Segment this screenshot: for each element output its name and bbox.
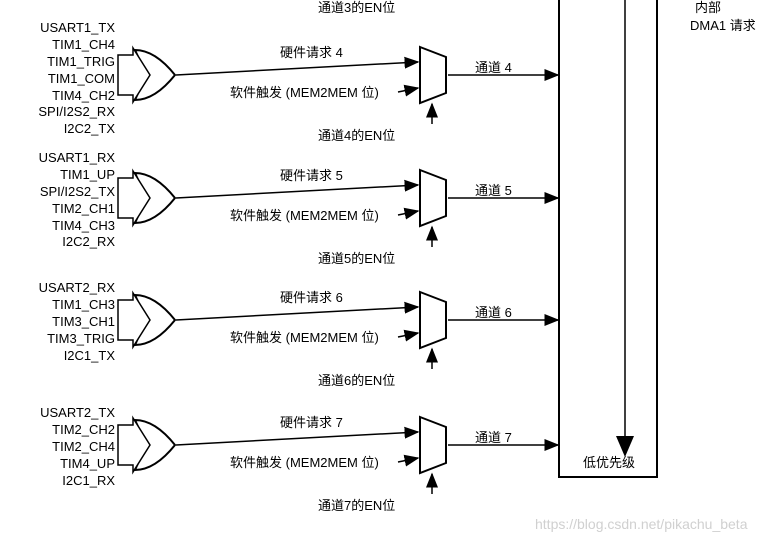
src-item: TIM2_CH1 — [0, 201, 115, 218]
src-item: TIM1_UP — [0, 167, 115, 184]
src-item: I2C1_TX — [0, 348, 115, 365]
or-gate-ch4 — [130, 45, 190, 105]
src-item: TIM4_CH2 — [0, 88, 115, 105]
src-item: SPI/I2S2_TX — [0, 184, 115, 201]
priority-box — [558, 0, 658, 478]
hw-req-ch5: 硬件请求 5 — [280, 168, 343, 185]
en-ch4: 通道4的EN位 — [318, 128, 395, 145]
src-item: USART2_TX — [0, 405, 115, 422]
src-item: SPI/I2S2_RX — [0, 104, 115, 121]
src-item: TIM1_CH3 — [0, 297, 115, 314]
hw-req-ch7: 硬件请求 7 — [280, 415, 343, 432]
priority-low-label: 低优先级 — [583, 455, 635, 472]
src-item: TIM1_COM — [0, 71, 115, 88]
src-item: TIM3_TRIG — [0, 331, 115, 348]
src-item: USART1_RX — [0, 150, 115, 167]
en-ch5: 通道5的EN位 — [318, 251, 395, 268]
hw-req-ch6: 硬件请求 6 — [280, 290, 343, 307]
en-ch6: 通道6的EN位 — [318, 373, 395, 390]
or-gate-ch5 — [130, 168, 190, 228]
sw-trig-ch6: 软件触发 (MEM2MEM 位) — [230, 330, 379, 347]
sources-ch6: USART2_RX TIM1_CH3 TIM3_CH1 TIM3_TRIG I2… — [0, 280, 115, 364]
en3-label: 通道3的EN位 — [318, 0, 395, 17]
src-item: TIM4_UP — [0, 456, 115, 473]
sources-ch4: USART1_TX TIM1_CH4 TIM1_TRIG TIM1_COM TI… — [0, 20, 115, 138]
hw-req-ch4: 硬件请求 4 — [280, 45, 343, 62]
mux-ch6 — [418, 290, 448, 350]
src-item: I2C2_TX — [0, 121, 115, 138]
src-item: USART2_RX — [0, 280, 115, 297]
src-item: TIM4_CH3 — [0, 218, 115, 235]
mux-ch5 — [418, 168, 448, 228]
src-item: USART1_TX — [0, 20, 115, 37]
src-item: TIM2_CH4 — [0, 439, 115, 456]
out-ch5: 通道 5 — [475, 183, 512, 200]
out-ch6: 通道 6 — [475, 305, 512, 322]
src-item: I2C2_RX — [0, 234, 115, 251]
en-ch7: 通道7的EN位 — [318, 498, 395, 515]
sources-ch5: USART1_RX TIM1_UP SPI/I2S2_TX TIM2_CH1 T… — [0, 150, 115, 251]
or-gate-ch7 — [130, 415, 190, 475]
mux-ch7 — [418, 415, 448, 475]
sw-trig-ch7: 软件触发 (MEM2MEM 位) — [230, 455, 379, 472]
sources-ch7: USART2_TX TIM2_CH2 TIM2_CH4 TIM4_UP I2C1… — [0, 405, 115, 489]
src-item: TIM1_CH4 — [0, 37, 115, 54]
mux-ch4 — [418, 45, 448, 105]
src-item: TIM3_CH1 — [0, 314, 115, 331]
sw-trig-ch4: 软件触发 (MEM2MEM 位) — [230, 85, 379, 102]
internal-label: 内部 — [695, 0, 721, 17]
src-item: I2C1_RX — [0, 473, 115, 490]
watermark: https://blog.csdn.net/pikachu_beta — [535, 515, 747, 533]
or-gate-ch6 — [130, 290, 190, 350]
out-ch4: 通道 4 — [475, 60, 512, 77]
sw-trig-ch5: 软件触发 (MEM2MEM 位) — [230, 208, 379, 225]
out-ch7: 通道 7 — [475, 430, 512, 447]
src-item: TIM1_TRIG — [0, 54, 115, 71]
dma1-request-label: DMA1 请求 — [690, 18, 756, 35]
src-item: TIM2_CH2 — [0, 422, 115, 439]
